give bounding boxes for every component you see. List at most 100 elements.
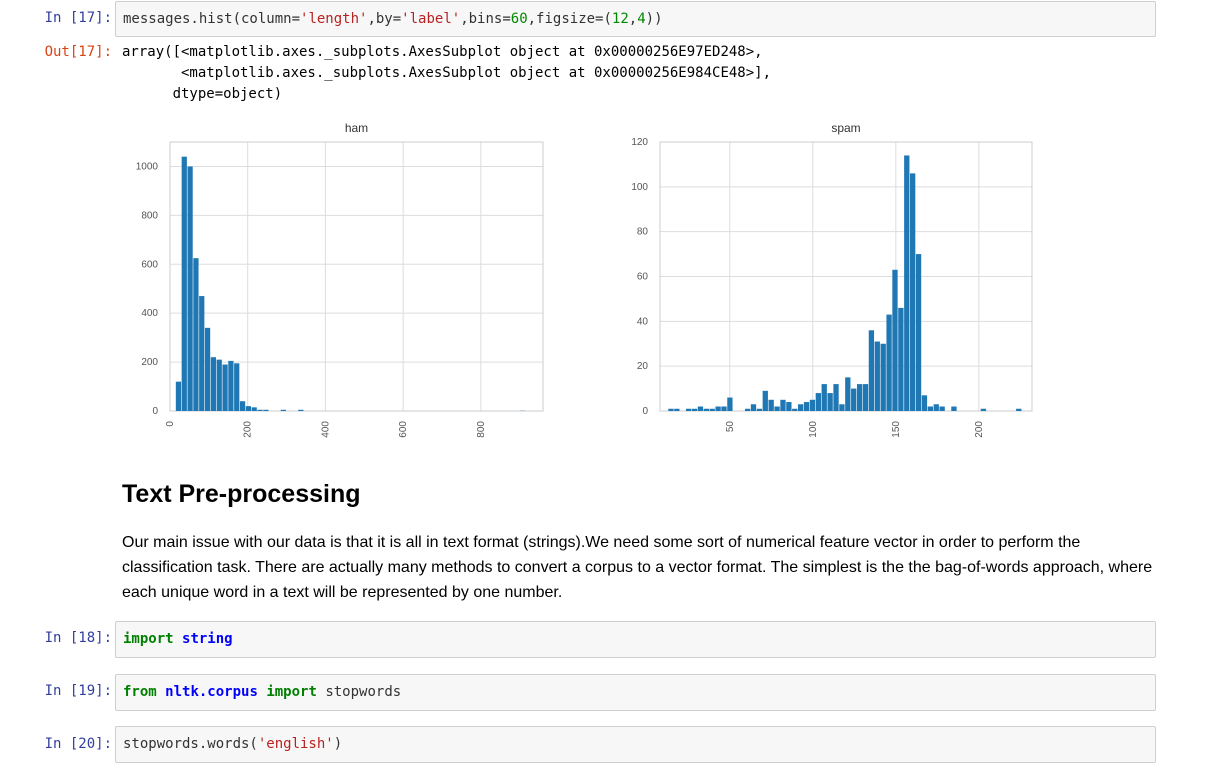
code-number: 12 [611,11,629,27]
histogram-bar [933,404,939,411]
histogram-bar [727,397,733,411]
histogram-bar [910,173,916,411]
histogram-bar [709,408,715,411]
y-tick-label: 0 [642,406,648,417]
histogram-bar [181,156,187,411]
code-string: 'english' [257,736,334,752]
code-input[interactable]: from nltk.corpus import stopwords [115,674,1156,711]
output-line: <matplotlib.axes._subplots.AxesSubplot o… [122,65,772,81]
histogram-bar [175,381,182,411]
x-tick-label: 150 [891,421,902,438]
code-input[interactable]: import string [115,621,1156,658]
code-input[interactable]: messages.hist(column='length',by='label'… [115,1,1156,37]
histogram-bar [204,327,211,411]
histogram-bar [868,330,875,411]
code-token: stopwords.words( [123,736,258,752]
output-line: array([<matplotlib.axes._subplots.AxesSu… [122,44,763,60]
histogram-bar [697,406,704,411]
histogram-bar [199,296,205,411]
histogram-bar [856,384,863,411]
y-tick-label: 400 [141,308,158,319]
histogram-bar [821,384,827,411]
histogram-bar [951,406,957,411]
x-tick-label: 600 [398,421,409,438]
y-tick-label: 60 [637,272,649,283]
histogram-bar [685,408,692,411]
histogram-bar [234,363,240,411]
code-input[interactable]: stopwords.words('english') [115,726,1156,763]
x-tick-label: 100 [808,421,819,438]
code-token: ,by= [367,11,402,27]
code-number: 4 [637,11,646,27]
code-module: string [182,631,233,647]
x-tick-label: 200 [974,421,985,438]
histogram-bar [792,408,798,411]
histogram-bar [862,384,869,411]
histogram-bar [668,408,674,411]
histogram-bar [839,404,845,411]
histogram-bar [815,393,821,411]
histogram-bar [251,407,257,411]
x-tick-label: 800 [476,421,487,438]
histogram-bar [798,404,804,411]
y-tick-label: 100 [631,182,648,193]
x-tick-label: 400 [320,421,331,438]
axes-frame [169,141,544,412]
histogram-bar [222,364,228,411]
code-string: 'length' [300,11,368,27]
output-prompt: Out[17]: [44,44,112,60]
histogram-bar [880,343,886,411]
code-token: ,figsize=( [527,11,612,27]
histogram-bar [245,406,251,411]
histogram-bar [257,409,263,411]
markdown-paragraph: Our main issue with our data is that it … [122,534,1153,601]
y-tick-label: 120 [631,137,648,148]
histogram-bar [228,360,234,411]
histogram-bar [744,408,751,411]
histogram-bar [980,408,987,411]
histogram-bar [768,399,774,411]
code-number: 60 [510,11,528,27]
chart-title: ham [345,121,368,135]
y-tick-label: 80 [637,227,649,238]
histogram-bar [750,404,757,411]
histogram-bar [210,357,217,411]
code-keyword: import [266,684,317,700]
code-token: stopwords [316,684,402,700]
input-prompt: In [19]: [44,683,112,699]
code-token: ,bins= [460,11,511,27]
code-module: nltk.corpus [165,684,258,700]
histogram-bar [939,406,945,411]
x-tick-label: 200 [243,421,254,438]
code-keyword: from [123,684,157,700]
output-line: dtype=object) [122,86,283,102]
histogram-bar [780,399,786,411]
input-prompt: In [18]: [44,630,112,646]
histogram-bar [721,406,727,411]
histogram-bar [904,155,910,411]
histogram-bar [239,401,246,411]
histogram-bar [921,395,928,411]
histogram-bar [886,314,892,411]
histogram-bar [674,408,680,411]
code-token: , [628,11,638,27]
code-keyword: import [123,631,174,647]
y-tick-label: 40 [637,316,649,327]
y-tick-label: 600 [141,259,158,270]
x-tick-label: 50 [725,421,736,433]
code-token: )) [645,11,663,27]
histogram-bar [187,166,193,411]
histogram-bar [263,409,269,411]
y-tick-label: 800 [141,210,158,221]
histogram-bar [280,409,286,411]
histogram-bar [803,402,810,411]
histogram-bar [845,377,851,411]
y-tick-label: 0 [152,406,158,417]
histogram-bar [892,269,898,411]
histogram-bar [691,408,698,411]
histogram-bar [216,359,222,411]
histogram-bar [915,254,922,411]
input-prompt: In [20]: [44,736,112,752]
histogram-bar [762,390,768,411]
histogram-bar [851,388,857,411]
